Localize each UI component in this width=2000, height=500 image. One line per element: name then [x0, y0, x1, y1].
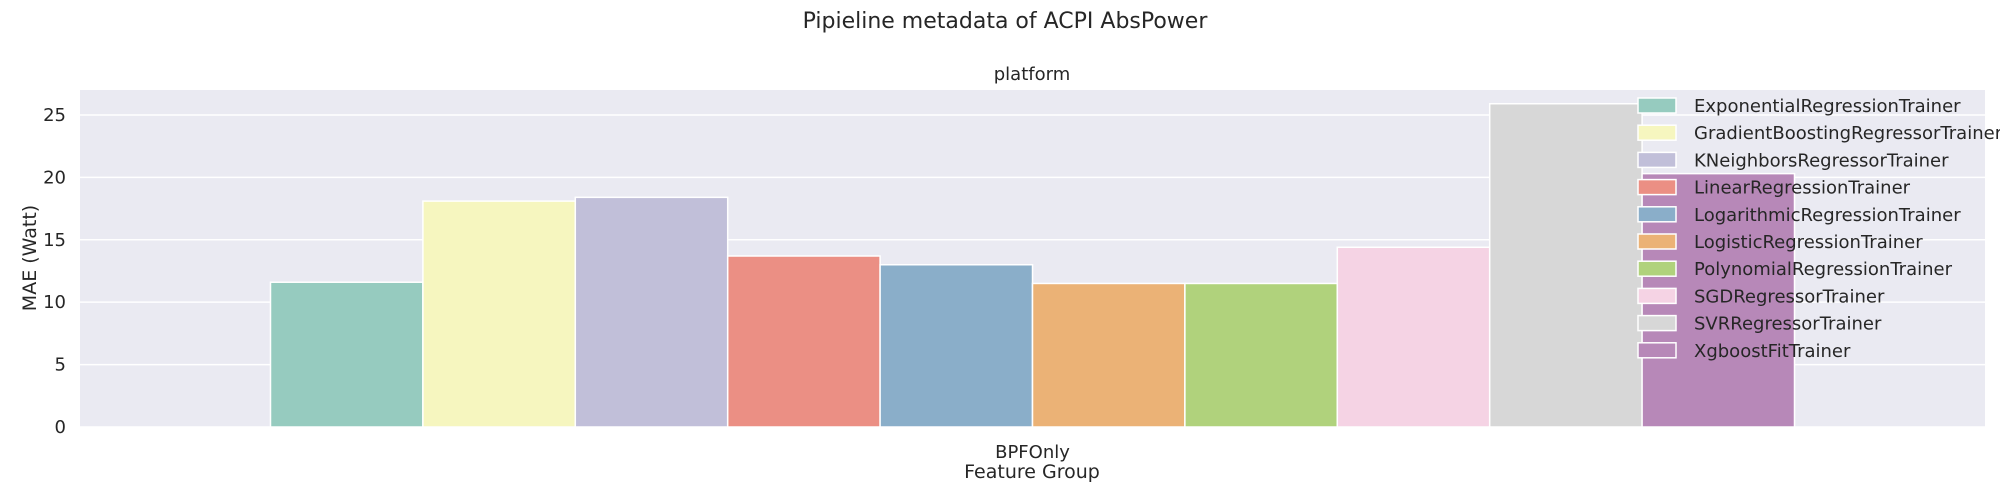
- x-axis-label: Feature Group: [964, 461, 1100, 483]
- x-tick-label: BPFOnly: [995, 442, 1070, 463]
- legend-swatch: [1637, 287, 1677, 305]
- legend-swatch: [1637, 124, 1677, 141]
- y-tick-label: 25: [43, 105, 66, 126]
- chart-title: Pipieline metadata of ACPI AbsPower: [803, 9, 1209, 34]
- legend-swatch: [1637, 151, 1677, 169]
- legend-swatch: [1637, 314, 1677, 332]
- bar: [574, 196, 729, 428]
- y-tick-label: 20: [43, 167, 66, 188]
- y-tick-label: 15: [43, 230, 66, 251]
- legend-label: GradientBoostingRegressorTrainer: [1694, 123, 2000, 144]
- legend-label: XgboostFitTrainer: [1694, 341, 1851, 362]
- legend-swatch: [1637, 260, 1677, 277]
- bars: [269, 102, 1796, 428]
- legend-swatch: [1637, 233, 1677, 250]
- bar: [879, 263, 1034, 428]
- legend-swatch: [1637, 342, 1677, 359]
- bar: [1031, 282, 1186, 428]
- legend-label: LogisticRegressionTrainer: [1694, 232, 1923, 253]
- legend-label: LogarithmicRegressionTrainer: [1694, 205, 1961, 226]
- legend-label: ExponentialRegressionTrainer: [1694, 96, 1961, 117]
- bar: [422, 200, 577, 428]
- legend-swatch: [1637, 97, 1677, 114]
- subplot-title: platform: [994, 64, 1070, 85]
- y-tick-labels: 0 5 10 15 20 25: [43, 105, 66, 438]
- bar: [269, 281, 424, 428]
- y-axis-label: MAE (Watt): [19, 205, 41, 311]
- bar: [1488, 102, 1643, 428]
- y-tick-label: 10: [43, 292, 66, 313]
- legend-label: LinearRegressionTrainer: [1694, 178, 1911, 199]
- bar: [726, 255, 881, 428]
- bar: [1184, 282, 1339, 428]
- bar: [1336, 246, 1491, 428]
- legend-label: SVRRegressorTrainer: [1694, 314, 1882, 335]
- legend-swatch: [1637, 206, 1677, 223]
- y-tick-label: 5: [55, 355, 66, 376]
- legend-swatch: [1637, 178, 1677, 196]
- x-tick-labels: BPFOnly: [995, 442, 1070, 463]
- legend-label: PolynomialRegressionTrainer: [1694, 259, 1953, 280]
- legend-label: SGDRegressorTrainer: [1694, 286, 1885, 307]
- legend-label: KNeighborsRegressorTrainer: [1694, 150, 1949, 171]
- y-tick-label: 0: [55, 417, 66, 438]
- legend: ExponentialRegressionTrainer GradientBoos…: [1637, 96, 2000, 362]
